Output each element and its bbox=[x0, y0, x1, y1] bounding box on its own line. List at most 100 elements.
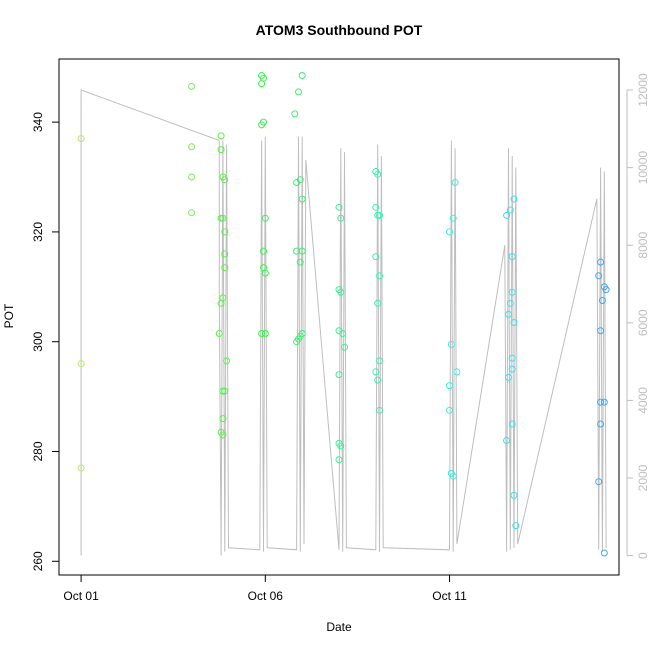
data-point-1 bbox=[77, 360, 85, 368]
data-point-69 bbox=[372, 368, 380, 376]
data-point-101 bbox=[597, 327, 605, 335]
data-point-83 bbox=[503, 211, 511, 219]
data-point-105 bbox=[595, 478, 603, 486]
data-point-54 bbox=[339, 330, 347, 337]
chart-title: ATOM3 Southbound POT bbox=[256, 22, 423, 38]
secondary-series-line bbox=[80, 89, 607, 556]
data-point-89 bbox=[508, 354, 516, 362]
x-tick-label-0: Oct 01 bbox=[63, 589, 99, 603]
y-tick-label-2: 300 bbox=[31, 331, 45, 351]
data-point-33 bbox=[261, 269, 269, 277]
data-point-27 bbox=[258, 80, 266, 88]
y-axis-title: POT bbox=[2, 303, 16, 328]
x-tick-label-1: Oct 06 bbox=[248, 589, 284, 603]
data-point-103 bbox=[600, 398, 608, 406]
y2-tick-label-2: 4000 bbox=[636, 387, 650, 414]
plot-frame bbox=[58, 58, 620, 576]
data-point-22 bbox=[219, 415, 227, 423]
data-point-85 bbox=[508, 288, 516, 296]
data-point-77 bbox=[446, 382, 453, 390]
data-point-67 bbox=[374, 299, 382, 307]
data-point-30 bbox=[261, 214, 269, 222]
x-axis-title: Date bbox=[326, 620, 352, 634]
data-point-94 bbox=[510, 491, 518, 499]
data-point-99 bbox=[602, 286, 610, 294]
data-point-37 bbox=[295, 88, 302, 96]
data-point-17 bbox=[217, 299, 225, 307]
data-point-20 bbox=[219, 387, 227, 395]
data-point-61 bbox=[374, 170, 382, 178]
data-point-88 bbox=[510, 319, 518, 326]
data-point-13 bbox=[221, 228, 229, 236]
data-point-71 bbox=[376, 406, 383, 414]
data-point-24 bbox=[219, 431, 227, 439]
y2-tick-label-6: 12000 bbox=[636, 73, 650, 107]
data-point-15 bbox=[221, 264, 229, 272]
data-point-106 bbox=[600, 549, 608, 557]
secondary-line-layer bbox=[80, 89, 607, 556]
data-point-87 bbox=[505, 310, 512, 318]
data-point-96 bbox=[597, 258, 605, 266]
data-point-49 bbox=[335, 203, 343, 211]
data-point-72 bbox=[451, 179, 459, 186]
data-point-34 bbox=[258, 330, 266, 337]
data-point-5 bbox=[188, 173, 196, 181]
data-point-62 bbox=[372, 203, 380, 211]
data-point-59 bbox=[335, 456, 343, 464]
y-tick-label-3: 320 bbox=[31, 222, 45, 242]
data-point-64 bbox=[376, 211, 383, 219]
data-point-93 bbox=[503, 437, 511, 444]
data-point-100 bbox=[598, 297, 606, 304]
data-point-73 bbox=[449, 214, 457, 222]
data-point-52 bbox=[337, 288, 345, 296]
data-point-90 bbox=[508, 365, 516, 373]
data-point-76 bbox=[453, 368, 461, 376]
data-point-0 bbox=[77, 135, 85, 143]
data-point-55 bbox=[341, 343, 348, 351]
data-point-74 bbox=[446, 228, 453, 236]
data-point-4 bbox=[188, 143, 196, 151]
data-point-18 bbox=[215, 330, 223, 337]
data-point-43 bbox=[298, 247, 306, 255]
data-point-44 bbox=[296, 258, 304, 266]
data-point-35 bbox=[261, 330, 269, 337]
y2-tick-label-3: 6000 bbox=[636, 309, 650, 336]
data-point-41 bbox=[298, 195, 306, 203]
data-point-91 bbox=[505, 373, 512, 381]
data-point-8 bbox=[217, 146, 225, 154]
data-point-80 bbox=[449, 472, 457, 480]
data-point-14 bbox=[221, 250, 229, 258]
data-point-104 bbox=[597, 420, 605, 428]
y2-tick-label-1: 2000 bbox=[636, 464, 650, 491]
data-point-12 bbox=[219, 214, 227, 222]
y2-tick-label-0: 0 bbox=[636, 552, 650, 559]
data-point-58 bbox=[337, 442, 345, 450]
data-point-65 bbox=[372, 253, 380, 261]
data-point-48 bbox=[293, 338, 301, 346]
data-point-36 bbox=[298, 72, 306, 79]
data-point-21 bbox=[221, 387, 229, 395]
data-point-102 bbox=[597, 398, 605, 406]
data-point-84 bbox=[508, 253, 516, 261]
scatter-point-layer bbox=[77, 72, 610, 557]
data-point-66 bbox=[376, 272, 383, 280]
data-point-92 bbox=[508, 420, 516, 428]
data-point-6 bbox=[188, 209, 196, 217]
data-point-7 bbox=[217, 132, 225, 140]
data-point-81 bbox=[510, 195, 518, 203]
data-point-56 bbox=[335, 371, 343, 379]
data-point-82 bbox=[506, 206, 514, 214]
data-point-86 bbox=[506, 299, 514, 307]
data-point-40 bbox=[293, 179, 301, 186]
data-point-10 bbox=[221, 176, 229, 184]
data-point-97 bbox=[595, 272, 603, 280]
y2-tick-label-5: 10000 bbox=[636, 151, 650, 185]
data-point-78 bbox=[446, 406, 453, 414]
data-point-19 bbox=[223, 357, 231, 365]
data-point-29 bbox=[258, 121, 266, 129]
y-tick-label-0: 260 bbox=[31, 551, 45, 571]
data-point-31 bbox=[260, 247, 267, 255]
x-tick-label-2: Oct 11 bbox=[432, 589, 467, 603]
